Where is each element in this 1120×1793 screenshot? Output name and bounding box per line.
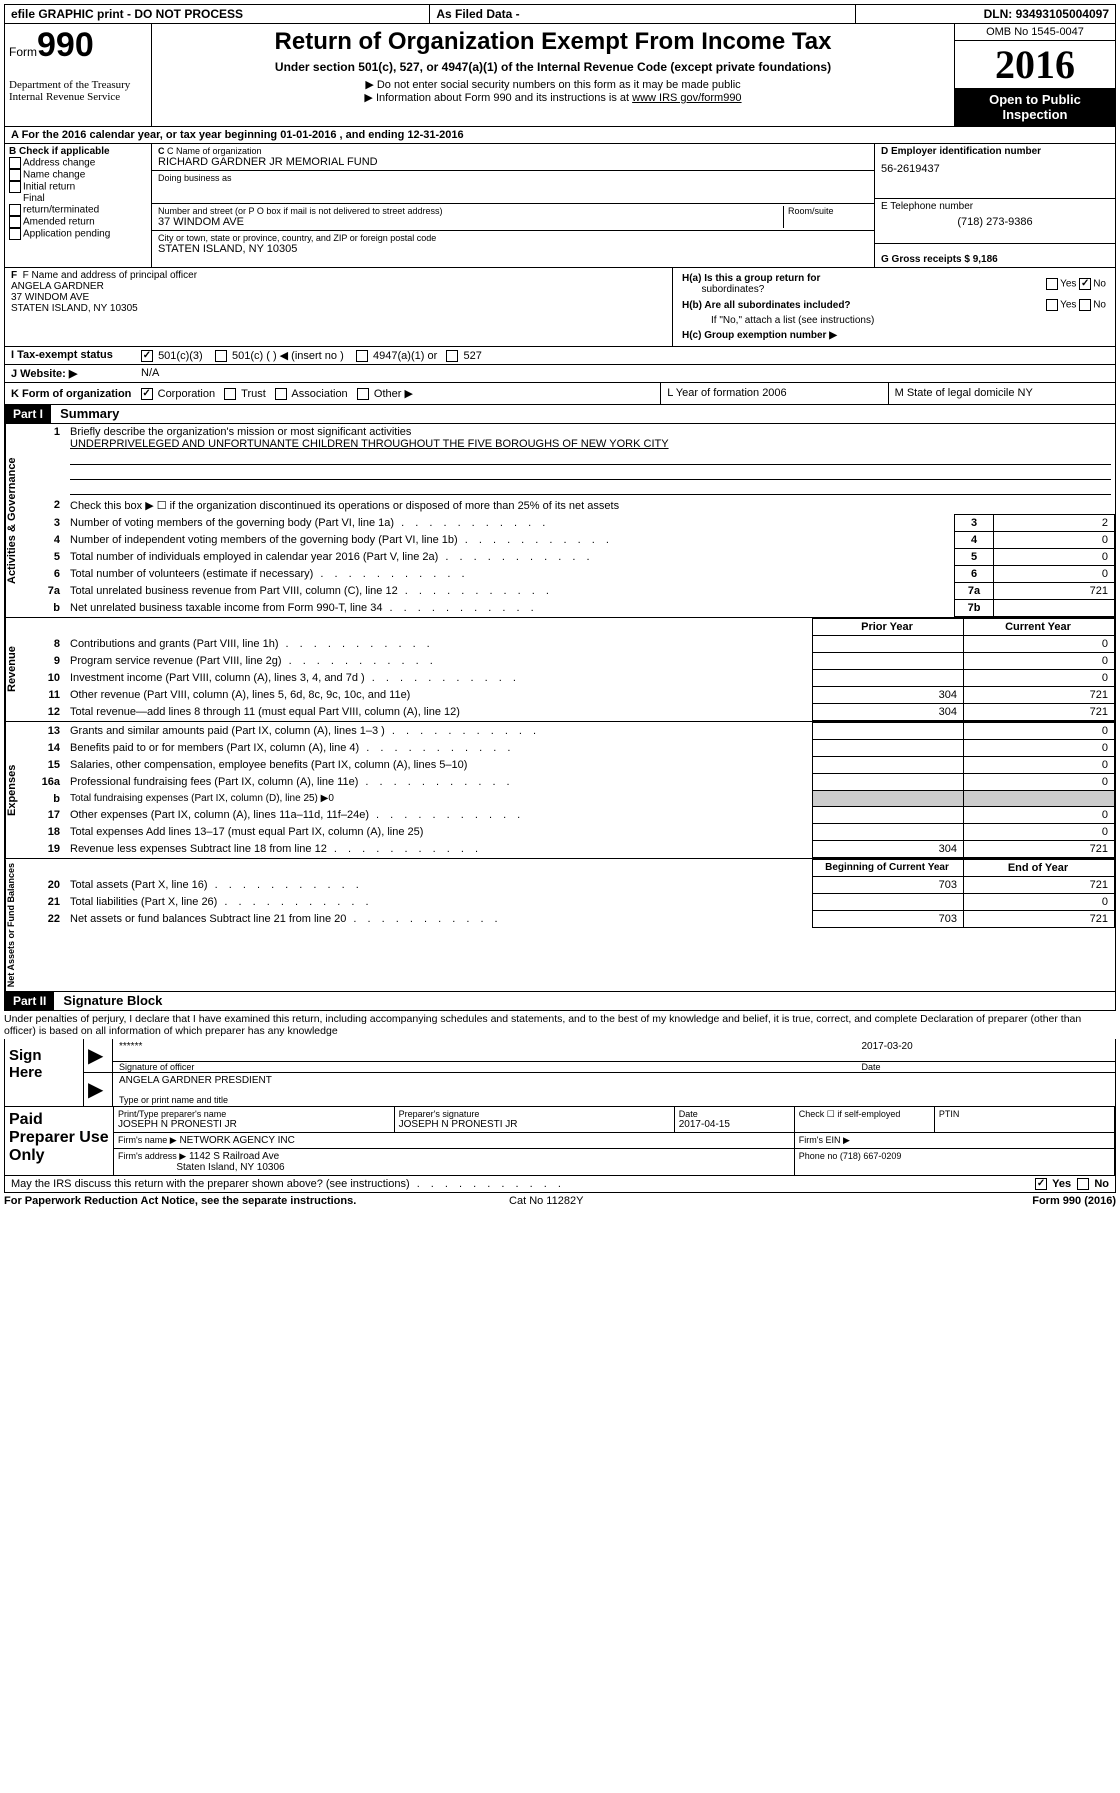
section-f-h: F F Name and address of principal office…	[4, 268, 1116, 347]
part2-header: Part II Signature Block	[4, 992, 1116, 1011]
paid-preparer-block: Paid Preparer Use Only Print/Type prepar…	[4, 1107, 1116, 1176]
dept-line1: Department of the Treasury	[9, 79, 147, 91]
mission-text: UNDERPRIVELEGED AND UNFORTUNANTE CHILDRE…	[70, 438, 669, 450]
principal-officer: F F Name and address of principal office…	[5, 268, 673, 346]
part1-expenses: Expenses 13Grants and similar amounts pa…	[4, 722, 1116, 859]
sign-here-block: Sign Here ▶ ****** 2017-03-20 Signature …	[4, 1039, 1116, 1107]
section-b-through-g: B Check if applicable Address change Nam…	[4, 144, 1116, 268]
val-3: 2	[994, 515, 1115, 532]
val-7b	[994, 600, 1115, 617]
cb-final-return[interactable]	[9, 204, 21, 216]
val-7a: 721	[994, 583, 1115, 600]
cb-address-change[interactable]	[9, 157, 21, 169]
val-4: 0	[994, 532, 1115, 549]
org-address: 37 WINDOM AVE	[158, 216, 783, 228]
val-5: 0	[994, 549, 1115, 566]
open-inspection: Open to Public Inspection	[955, 88, 1115, 126]
irs-link[interactable]: www IRS gov/form990	[632, 92, 741, 104]
year-formation: L Year of formation 2006	[661, 383, 888, 404]
gross-receipts: G Gross receipts $ 9,186	[881, 254, 1109, 265]
row-a-tax-year: A For the 2016 calendar year, or tax yea…	[4, 127, 1116, 144]
cb-ha-no[interactable]: ✓	[1079, 278, 1091, 290]
dln-label: DLN: 93493105004097	[856, 5, 1115, 23]
discuss-row: May the IRS discuss this return with the…	[4, 1176, 1116, 1193]
omb-number: OMB No 1545-0047	[955, 24, 1115, 41]
header-mid: Return of Organization Exempt From Incom…	[152, 24, 955, 126]
cb-trust[interactable]	[224, 388, 236, 400]
perjury-statement: Under penalties of perjury, I declare th…	[4, 1011, 1116, 1039]
tax-year: 2016	[955, 41, 1115, 88]
form-header: Form990 Department of the Treasury Inter…	[4, 24, 1116, 127]
ein: 56-2619437	[881, 163, 1109, 175]
asfiled-label: As Filed Data -	[430, 5, 855, 23]
col-b-checkboxes: B Check if applicable Address change Nam…	[5, 144, 152, 267]
cb-hb-yes[interactable]	[1046, 299, 1058, 311]
form-title: Return of Organization Exempt From Incom…	[160, 28, 946, 56]
cb-discuss-yes[interactable]: ✓	[1035, 1178, 1047, 1190]
officer-name-title: ANGELA GARDNER PRESDIENT	[113, 1073, 1115, 1095]
row-klm: K Form of organization ✓ Corporation Tru…	[4, 383, 1116, 405]
cb-ha-yes[interactable]	[1046, 278, 1058, 290]
cb-name-change[interactable]	[9, 169, 21, 181]
row-i-tax-exempt: I Tax-exempt status ✓ 501(c)(3) 501(c) (…	[4, 347, 1116, 365]
cb-assoc[interactable]	[275, 388, 287, 400]
col-c-org-info: C C Name of organization RICHARD GARDNER…	[152, 144, 875, 267]
row-j-website: J Website: ▶ N/A	[4, 365, 1116, 383]
cb-other[interactable]	[357, 388, 369, 400]
cb-initial-return[interactable]	[9, 181, 21, 193]
cb-527[interactable]	[446, 350, 458, 362]
cb-501c[interactable]	[215, 350, 227, 362]
part1-activities: Activities & Governance 1Briefly describ…	[4, 424, 1116, 618]
bullet-1: ▶ Do not enter social security numbers o…	[160, 78, 946, 91]
form-number: 990	[37, 26, 94, 64]
dept-line2: Internal Revenue Service	[9, 91, 147, 103]
cb-hb-no[interactable]	[1079, 299, 1091, 311]
cb-4947[interactable]	[356, 350, 368, 362]
org-city: STATEN ISLAND, NY 10305	[158, 243, 868, 255]
header-right: OMB No 1545-0047 2016 Open to Public Ins…	[955, 24, 1115, 126]
cb-discuss-no[interactable]	[1077, 1178, 1089, 1190]
footer: For Paperwork Reduction Act Notice, see …	[4, 1193, 1116, 1209]
header-left: Form990 Department of the Treasury Inter…	[5, 24, 152, 126]
form-subtitle: Under section 501(c), 527, or 4947(a)(1)…	[160, 60, 946, 74]
cb-501c3[interactable]: ✓	[141, 350, 153, 362]
col-d-e-g: D Employer identification number 56-2619…	[875, 144, 1115, 267]
part1-net-assets: Net Assets or Fund Balances Beginning of…	[4, 859, 1116, 992]
val-6: 0	[994, 566, 1115, 583]
org-name: RICHARD GARDNER JR MEMORIAL FUND	[158, 156, 868, 168]
state-domicile: M State of legal domicile NY	[889, 383, 1115, 404]
part1-header: Part I Summary	[4, 405, 1116, 424]
cb-application-pending[interactable]	[9, 228, 21, 240]
cb-amended-return[interactable]	[9, 216, 21, 228]
sig-date: 2017-03-20	[862, 1041, 1110, 1059]
topbar: efile GRAPHIC print - DO NOT PROCESS As …	[4, 4, 1116, 24]
phone: (718) 273-9386	[881, 216, 1109, 228]
group-return-box: H(a) Is this a group return for subordin…	[673, 268, 1115, 346]
cb-corp[interactable]: ✓	[141, 388, 153, 400]
efile-label: efile GRAPHIC print - DO NOT PROCESS	[5, 5, 430, 23]
form-prefix: Form	[9, 45, 37, 59]
part1-revenue: Revenue Prior YearCurrent Year 8Contribu…	[4, 618, 1116, 722]
bullet-2: ▶ Information about Form 990 and its ins…	[160, 91, 946, 104]
